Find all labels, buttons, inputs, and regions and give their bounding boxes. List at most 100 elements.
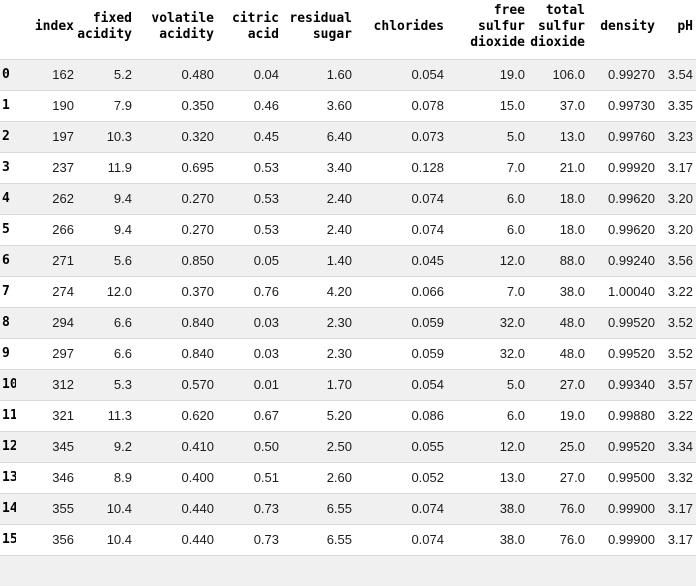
table-cell: 76.0 bbox=[528, 492, 588, 524]
table-row: 0 162 5.2 0.480 0.04 1.60 0.054 19.0 106.0 0.9927… bbox=[0, 58, 696, 90]
table-cell: 0.074 bbox=[355, 182, 447, 214]
table-cell: 2.40 bbox=[282, 213, 355, 245]
row-index: 5 bbox=[0, 213, 16, 245]
table-cell: 0.04 bbox=[217, 58, 282, 90]
table-cell: 7.0 bbox=[447, 151, 528, 183]
table-cell: 11.9 bbox=[77, 151, 135, 183]
table-cell: 0.99620 bbox=[588, 213, 658, 245]
table-cell: 355 bbox=[16, 492, 77, 524]
table-cell: 0.128 bbox=[355, 151, 447, 183]
table-cell: 162 bbox=[16, 58, 77, 90]
table-cell: 0.73 bbox=[217, 492, 282, 524]
table-cell: 0.67 bbox=[217, 399, 282, 431]
table-cell: 2.60 bbox=[282, 461, 355, 493]
table-cell: 0.086 bbox=[355, 399, 447, 431]
table-cell: 0.320 bbox=[135, 120, 217, 152]
table-cell: 2.30 bbox=[282, 306, 355, 338]
table-cell: 0.03 bbox=[217, 306, 282, 338]
column-header-fixed-acidity: fixed acidity bbox=[77, 0, 135, 59]
row-index: 15 bbox=[0, 523, 16, 555]
table-cell: 11.3 bbox=[77, 399, 135, 431]
table-cell: 3.52 bbox=[658, 306, 696, 338]
table-cell: 3.20 bbox=[658, 182, 696, 214]
header-row: index fixed acidity volatile acidity citric… bbox=[0, 0, 696, 59]
table-cell: 6.55 bbox=[282, 492, 355, 524]
table-cell: 12.0 bbox=[447, 430, 528, 462]
table-cell: 3.57 bbox=[658, 368, 696, 400]
table-row: 2 197 10.3 0.320 0.45 6.40 0.073 5.0 13.0 0.99760… bbox=[0, 120, 696, 152]
row-index: 3 bbox=[0, 151, 16, 183]
table-cell: 0.53 bbox=[217, 151, 282, 183]
table-cell: 2.50 bbox=[282, 430, 355, 462]
row-index: 7 bbox=[0, 275, 16, 307]
table-cell: 3.35 bbox=[658, 89, 696, 121]
table-cell: 5.3 bbox=[77, 368, 135, 400]
table-cell bbox=[77, 554, 135, 586]
table-cell bbox=[16, 554, 77, 586]
column-header-chlorides: chlorides bbox=[355, 0, 447, 59]
row-index: 4 bbox=[0, 182, 16, 214]
table-row: 1 190 7.9 0.350 0.46 3.60 0.078 15.0 37.0 0.99730… bbox=[0, 89, 696, 121]
table-cell: 346 bbox=[16, 461, 77, 493]
table-cell: 0.059 bbox=[355, 337, 447, 369]
table-cell bbox=[217, 554, 282, 586]
table-cell: 3.22 bbox=[658, 275, 696, 307]
table-cell: 0.350 bbox=[135, 89, 217, 121]
table-cell: 8.9 bbox=[77, 461, 135, 493]
table-cell: 0.99730 bbox=[588, 89, 658, 121]
table-cell: 25.0 bbox=[528, 430, 588, 462]
table-cell: 0.99240 bbox=[588, 244, 658, 276]
table-cell: 5.0 bbox=[447, 120, 528, 152]
table-cell: 0.45 bbox=[217, 120, 282, 152]
table-cell: 321 bbox=[16, 399, 77, 431]
table-cell: 27.0 bbox=[528, 368, 588, 400]
table-cell: 38.0 bbox=[447, 523, 528, 555]
table-cell: 3.32 bbox=[658, 461, 696, 493]
table-row: 123459.20.4100.502.500.05512.025.00.9952… bbox=[0, 430, 696, 462]
table-cell: 0.073 bbox=[355, 120, 447, 152]
table-cell: 0.99900 bbox=[588, 492, 658, 524]
table-cell: 1.40 bbox=[282, 244, 355, 276]
table-cell bbox=[658, 554, 696, 586]
table-cell: 3.22 bbox=[658, 399, 696, 431]
table-cell: 0.270 bbox=[135, 213, 217, 245]
table-cell: 9.2 bbox=[77, 430, 135, 462]
table-cell: 0.99340 bbox=[588, 368, 658, 400]
table-cell: 19.0 bbox=[447, 58, 528, 90]
table-cell: 0.078 bbox=[355, 89, 447, 121]
table-cell: 0.840 bbox=[135, 306, 217, 338]
table-cell: 3.17 bbox=[658, 523, 696, 555]
table-cell: 18.0 bbox=[528, 213, 588, 245]
row-index: 0 bbox=[0, 58, 16, 90]
table-cell: 0.99520 bbox=[588, 306, 658, 338]
corner-header bbox=[0, 0, 16, 59]
table-cell: 0.074 bbox=[355, 523, 447, 555]
table-cell: 6.40 bbox=[282, 120, 355, 152]
table-cell: 0.055 bbox=[355, 430, 447, 462]
table-cell: 32.0 bbox=[447, 306, 528, 338]
table-cell: 27.0 bbox=[528, 461, 588, 493]
table-cell bbox=[588, 554, 658, 586]
table-row: 133468.90.4000.512.600.05213.027.00.9950… bbox=[0, 461, 696, 493]
row-index: 13 bbox=[0, 461, 16, 493]
row-index: 1 bbox=[0, 89, 16, 121]
table-cell: 6.6 bbox=[77, 306, 135, 338]
table-cell: 0.480 bbox=[135, 58, 217, 90]
table-cell: 12.0 bbox=[447, 244, 528, 276]
table-cell: 0.99920 bbox=[588, 151, 658, 183]
table-cell: 7.9 bbox=[77, 89, 135, 121]
table-cell: 10.4 bbox=[77, 523, 135, 555]
table-cell: 1.70 bbox=[282, 368, 355, 400]
table-cell: 3.60 bbox=[282, 89, 355, 121]
row-index: 12 bbox=[0, 430, 16, 462]
table-cell: 0.53 bbox=[217, 182, 282, 214]
table-cell: 0.99520 bbox=[588, 337, 658, 369]
table-cell: 0.99620 bbox=[588, 182, 658, 214]
table-cell: 9.4 bbox=[77, 213, 135, 245]
table-row: 103125.30.5700.011.700.0545.027.00.99340… bbox=[0, 368, 696, 400]
table-cell bbox=[447, 554, 528, 586]
table-cell: 3.17 bbox=[658, 492, 696, 524]
table-cell: 12.0 bbox=[77, 275, 135, 307]
table-cell: 0.054 bbox=[355, 58, 447, 90]
table-cell: 294 bbox=[16, 306, 77, 338]
